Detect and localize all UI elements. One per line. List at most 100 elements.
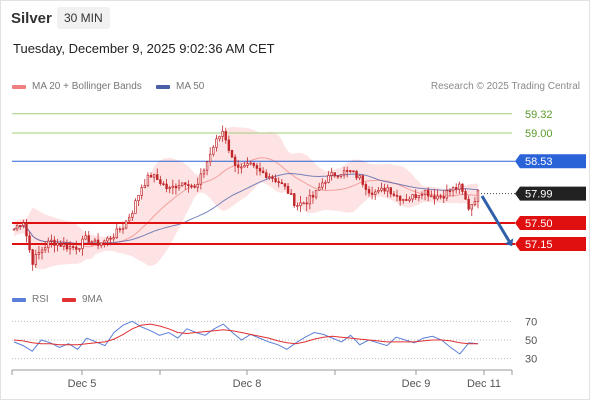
candle [395,189,399,202]
candle [308,189,312,210]
price-levels [12,113,515,245]
level-label-59.32: 59.32 [525,109,553,121]
candle [177,179,181,191]
symbol-title: Silver [11,10,52,27]
candle [237,159,240,175]
level-badge-text-57.50: 57.50 [525,218,553,230]
candle [109,235,112,246]
candle [461,183,464,195]
datetime-label: Tuesday, December 9, 2025 9:02:36 AM CET [13,41,275,56]
candle [305,196,308,212]
legend-ma50: MA 50 [156,81,204,92]
ma50-swatch-icon [156,84,170,89]
candle [426,187,430,202]
candle [286,182,290,194]
candle [433,188,436,205]
level-badges: 59.32 59.00 58.53 57.50 57.15 57.99 [515,109,586,251]
candle [445,184,449,202]
candle [187,180,190,193]
legend-ma50-label: MA 50 [176,81,205,92]
candle [112,233,115,242]
candle [374,189,377,200]
level-badge-58.53 [515,154,586,169]
candle [118,226,122,233]
candle [458,181,461,194]
candle [255,163,259,176]
candle [439,194,442,200]
candle [143,179,146,189]
candle [165,178,168,193]
rsi-tick-50: 50 [525,335,537,347]
candle [184,181,187,190]
ma20-line [13,157,479,248]
candle [128,213,131,223]
candle [131,210,134,221]
candle [405,193,408,202]
rsi-tick-70: 70 [525,316,537,328]
candle [346,166,349,178]
candle [408,196,411,203]
candle [280,179,284,185]
candle [168,185,171,194]
candle [243,162,246,168]
last-price-text: 57.99 [525,189,553,201]
candle [271,174,274,183]
candle [364,182,368,196]
candle [140,184,143,200]
candle [252,162,255,169]
candle [311,191,315,204]
candle [78,248,81,252]
last-price-badge [515,186,586,201]
rsi-swatch-icon [12,297,26,302]
candle [268,173,271,180]
candle [423,189,427,201]
candle [336,175,340,179]
candle [43,241,47,253]
legend-ma20-bb: MA 20 + Bollinger Bands [12,81,142,92]
bollinger-band-area [14,126,478,270]
candle [193,183,196,189]
candle [202,168,206,179]
candle [355,170,358,181]
candle [227,135,231,154]
candles [12,125,480,271]
candle [249,161,252,166]
candle [87,230,90,244]
candle [380,182,383,193]
candle [230,149,234,159]
candle [22,219,25,229]
candle [377,187,380,194]
legend-rsi-label: RSI [32,294,49,305]
legend-rsi: RSI [12,294,49,305]
candle [90,240,94,246]
legend-9ma: 9MA [62,294,103,305]
candle [71,242,75,251]
candle [37,245,41,260]
candle [342,166,346,179]
candle [289,189,293,195]
candle [121,221,125,234]
candle [50,234,53,248]
candle [283,183,287,190]
ma9-swatch-icon [62,297,76,302]
candle [53,236,56,253]
timeframe-button[interactable]: 30 MIN [57,7,110,29]
level-badge-text-57.15: 57.15 [525,239,553,251]
candle [317,182,321,191]
bollinger-bands [14,126,478,270]
x-axis: Dec 5 Dec 8 Dec 9 Dec 11 [11,369,513,390]
candle [361,174,364,188]
candle [103,239,106,248]
candle [215,134,218,152]
candle [159,175,162,186]
legend-9ma-label: 9MA [82,294,103,305]
candle [62,237,66,251]
candle [389,186,393,198]
candle [47,237,50,253]
candle [34,249,37,268]
candle [68,241,72,255]
candle [208,147,212,167]
candle [398,194,402,206]
rsi-tick-30: 30 [525,354,537,366]
